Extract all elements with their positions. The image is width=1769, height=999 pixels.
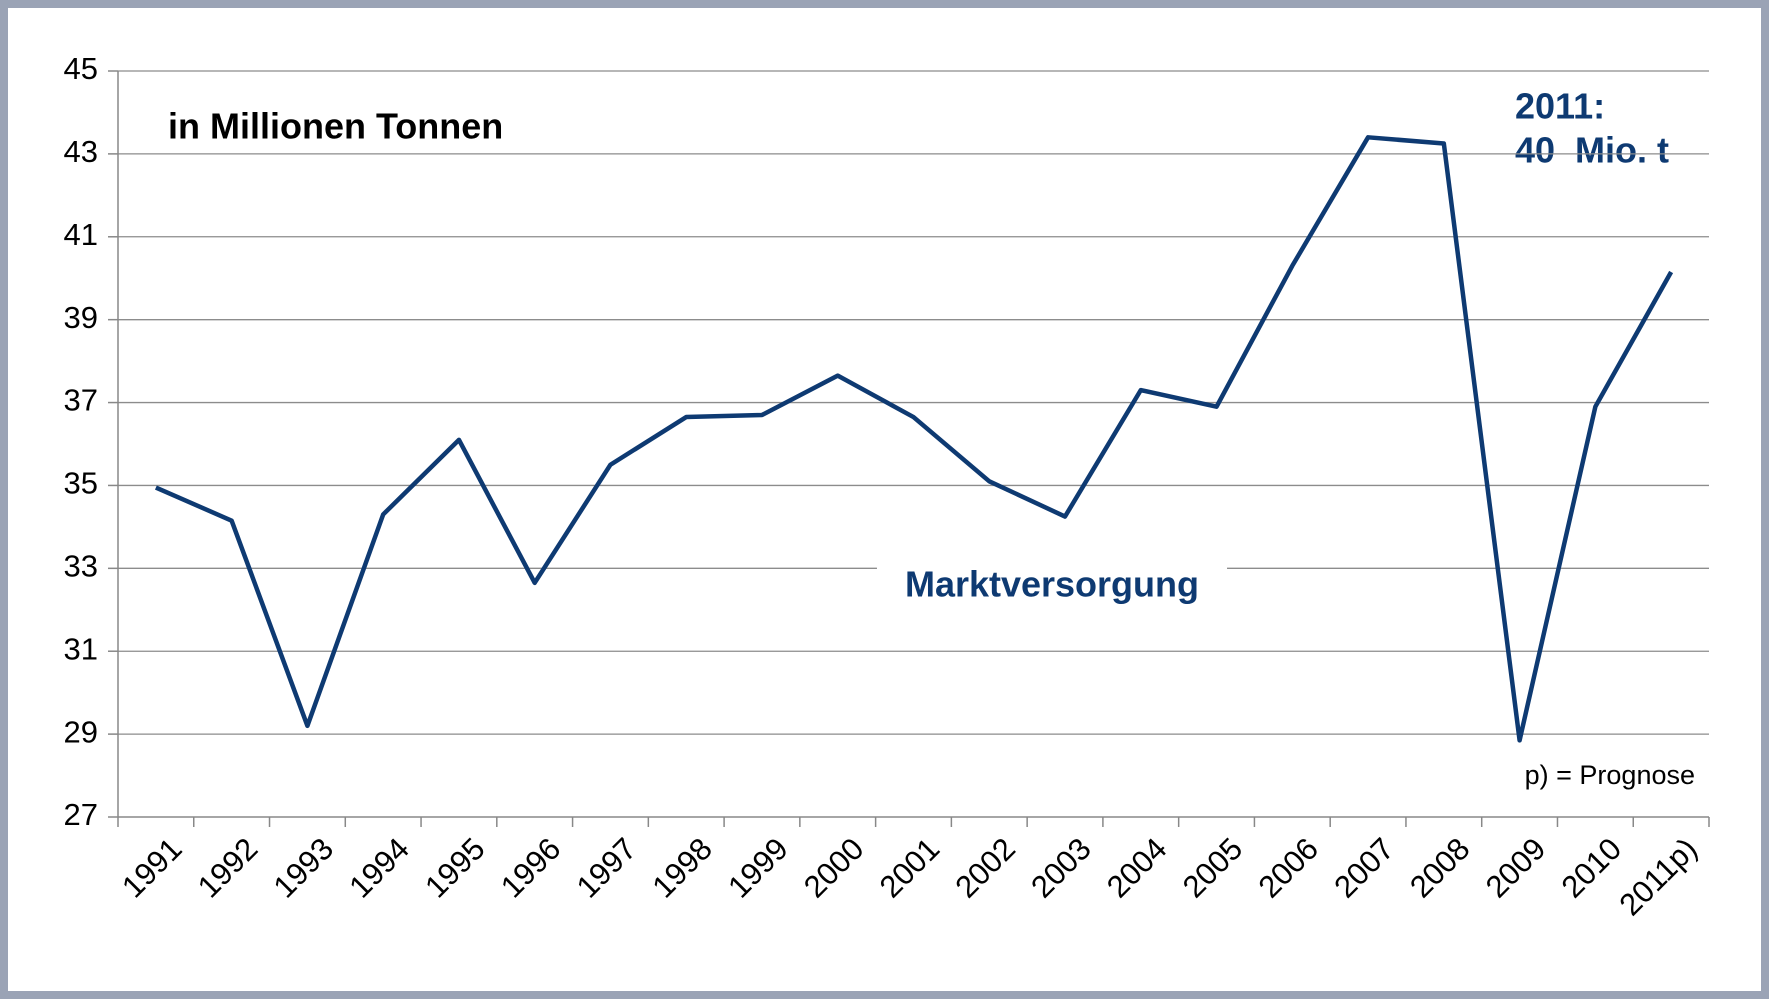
y-tick-label: 31 bbox=[64, 631, 98, 666]
series-label: Marktversorgung bbox=[905, 564, 1199, 605]
label-background bbox=[876, 557, 1228, 611]
y-tick-label: 45 bbox=[64, 51, 98, 86]
y-tick-label: 27 bbox=[64, 797, 98, 832]
y-tick-label: 37 bbox=[64, 383, 98, 418]
y-tick-label: 43 bbox=[64, 134, 98, 169]
footnote: p) = Prognose bbox=[1525, 760, 1695, 790]
y-tick-label: 41 bbox=[64, 217, 98, 252]
annotation: 2011: bbox=[1515, 86, 1605, 127]
y-tick-label: 29 bbox=[64, 714, 98, 749]
line bbox=[154, 135, 1674, 743]
unit-note: in Millionen Tonnen bbox=[168, 106, 503, 147]
y-tick-label: 39 bbox=[64, 300, 98, 335]
y-tick-label: 35 bbox=[64, 466, 98, 501]
y-tick-label: 33 bbox=[64, 549, 98, 584]
annotation: 40 Mio. t bbox=[1515, 130, 1669, 171]
